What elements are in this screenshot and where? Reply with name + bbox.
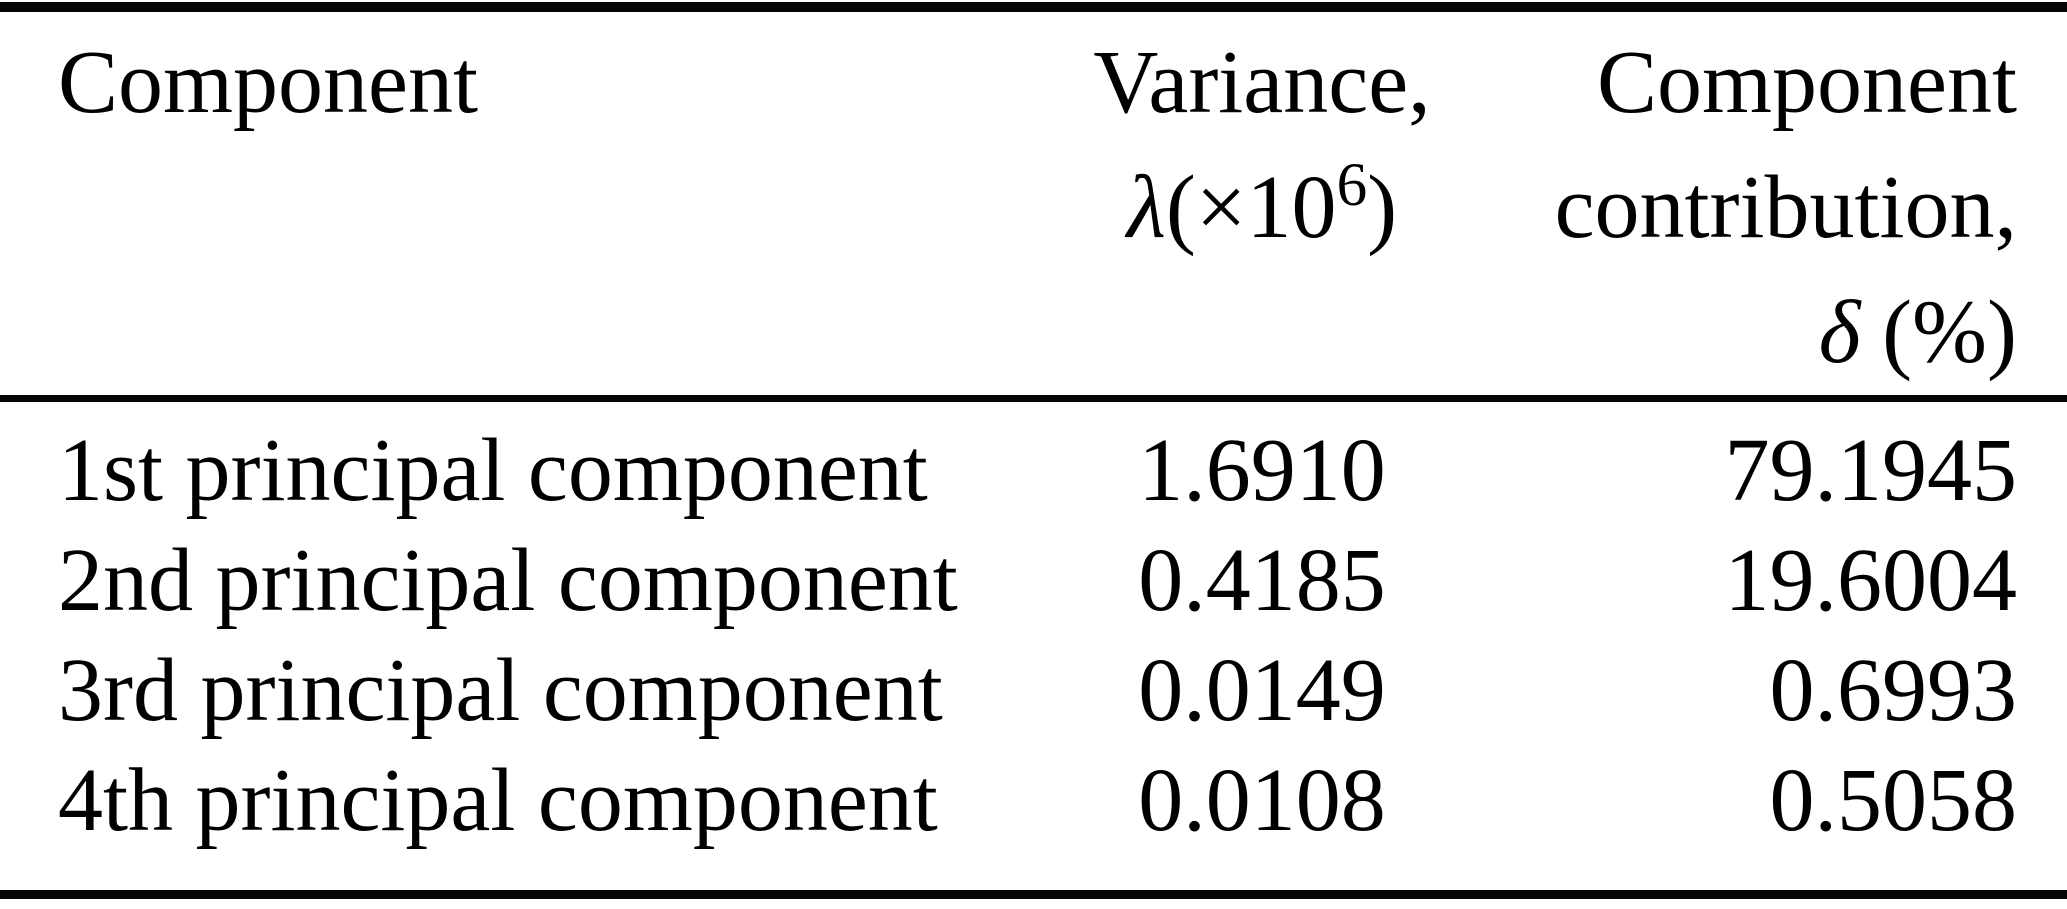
delta-symbol: δ bbox=[1818, 283, 1861, 382]
row-variance-cell: 0.0149 bbox=[1138, 641, 1386, 740]
row-contribution-cell: 0.6993 bbox=[1769, 641, 2018, 740]
contribution-unit: (%) bbox=[1882, 283, 2017, 382]
row-contribution-cell: 19.6004 bbox=[1724, 531, 2018, 630]
header-component-cell: Component bbox=[58, 20, 1052, 395]
header-contribution-cell: Component contribution, δ (%) bbox=[1472, 20, 2017, 395]
header-variance-cell: Variance, λ(×106) bbox=[1052, 20, 1472, 395]
header-variance-label: Variance, bbox=[1093, 33, 1431, 132]
table-row: 3rd principal component 0.0149 0.6993 bbox=[0, 636, 2067, 746]
table-top-rule bbox=[0, 2, 2067, 12]
row-component-cell: 2nd principal component bbox=[58, 531, 958, 630]
row-variance-cell: 0.0108 bbox=[1138, 751, 1386, 850]
row-component-cell: 3rd principal component bbox=[58, 641, 943, 740]
row-contribution-cell: 0.5058 bbox=[1769, 751, 2018, 850]
header-component-label: Component bbox=[58, 33, 478, 132]
variance-exponent: 6 bbox=[1336, 151, 1368, 220]
variance-scale-close: ) bbox=[1367, 158, 1398, 257]
row-variance-cell: 1.6910 bbox=[1138, 421, 1386, 520]
table-row: 4th principal component 0.0108 0.5058 bbox=[0, 746, 2067, 856]
row-variance-cell: 0.4185 bbox=[1138, 531, 1386, 630]
row-contribution-cell: 79.1945 bbox=[1724, 421, 2018, 520]
table-body: 1st principal component 1.6910 79.1945 2… bbox=[0, 402, 2067, 856]
table-row: 2nd principal component 0.4185 19.6004 bbox=[0, 526, 2067, 636]
header-variance-formula: λ(×106) bbox=[1052, 145, 1472, 270]
variance-scale-open: (×10 bbox=[1165, 158, 1337, 257]
header-contribution-line2: contribution, bbox=[1554, 158, 2017, 257]
table-header: Component Variance, λ(×106) Component co… bbox=[0, 12, 2067, 395]
table-mid-rule bbox=[0, 395, 2067, 402]
row-component-cell: 4th principal component bbox=[58, 751, 938, 850]
table-bottom-rule bbox=[0, 890, 2067, 899]
header-contribution-formula: δ (%) bbox=[1472, 270, 2017, 395]
lambda-symbol: λ bbox=[1126, 158, 1166, 257]
row-component-cell: 1st principal component bbox=[58, 421, 928, 520]
header-contribution-line1: Component bbox=[1597, 33, 2017, 132]
table-row: 1st principal component 1.6910 79.1945 bbox=[0, 416, 2067, 526]
